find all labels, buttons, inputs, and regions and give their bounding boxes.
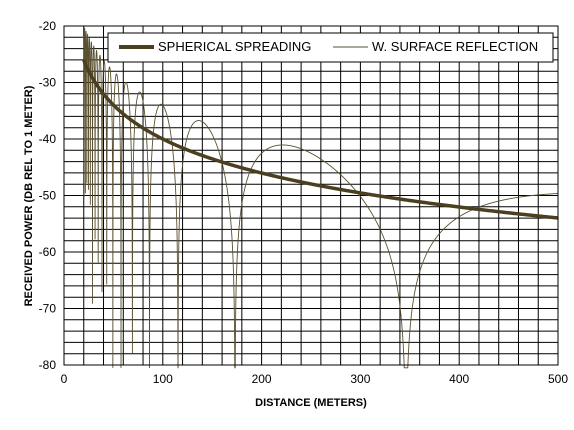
x-tick-label: 400 <box>449 372 469 386</box>
x-tick-label: 100 <box>153 372 173 386</box>
x-tick-label: 200 <box>252 372 272 386</box>
y-tick-label: -60 <box>39 245 57 259</box>
x-tick-labels: 0 100 200 300 400 500 <box>61 372 569 386</box>
series-spherical-spreading-line <box>82 59 559 220</box>
y-tick-label: -80 <box>39 358 57 372</box>
x-tick-label: 500 <box>548 372 568 386</box>
grid <box>63 25 559 366</box>
legend: SPHERICAL SPREADING W. SURFACE REFLECTIO… <box>107 32 554 63</box>
y-tick-label: -70 <box>39 302 57 316</box>
series-surface-reflection-line <box>83 27 558 369</box>
plot-border <box>63 25 559 366</box>
legend-label-surface-reflection: W. SURFACE REFLECTION <box>372 39 538 54</box>
y-tick-label: -50 <box>39 189 57 203</box>
legend-label-spherical-spreading: SPHERICAL SPREADING <box>158 39 311 54</box>
y-tick-label: -40 <box>39 132 57 146</box>
y-tick-label: -20 <box>39 19 57 33</box>
x-tick-label: 0 <box>61 372 68 386</box>
y-tick-label: -30 <box>39 76 57 90</box>
x-axis-title: DISTANCE (METERS) <box>255 397 367 409</box>
y-tick-labels: -80 -70 -60 -50 -40 -30 -20 <box>39 19 57 372</box>
y-axis-title: RECEIVED POWER (DB REL TO 1 METER) <box>23 85 35 306</box>
legend-box <box>107 32 554 63</box>
x-tick-label: 300 <box>350 372 370 386</box>
series-group <box>82 27 559 369</box>
